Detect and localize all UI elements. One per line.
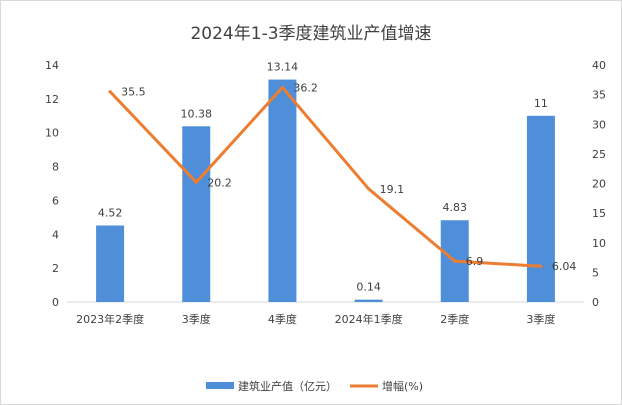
bar-data-label: 11 [534,97,548,110]
bar-data-label: 10.38 [181,107,213,120]
line-series [108,86,543,268]
line-data-label: 36.2 [293,82,318,95]
y-right-tick-label: 30 [592,118,606,131]
y-left-tick-label: 6 [52,194,59,207]
line-data-label: 19.1 [380,183,405,196]
legend-label-bar: 建筑业产值（亿元） [238,379,337,393]
chart-title: 2024年1-3季度建筑业产值增速 [190,24,431,44]
y-right-tick-label: 35 [592,89,606,102]
y-right-tick-label: 15 [592,207,606,220]
y-left-tick-label: 14 [45,59,59,72]
x-tick-label: 2024年1季度 [335,312,403,326]
axes: 0 2 4 6 8 10 12 14 0 5 10 15 20 25 30 35 40 2023年2季度 3季度 4季… [45,59,606,326]
line-path [108,86,543,268]
line-point [194,180,198,184]
x-tick-label: 2023年2季度 [76,312,144,326]
bar [268,79,297,303]
line-point [539,264,543,268]
y-left-tick-label: 4 [52,228,59,241]
y-right-tick-label: 0 [592,296,599,309]
line-point [367,187,371,191]
line-data-label: 20.2 [207,176,232,189]
y-right-tick-label: 40 [592,59,606,72]
line-point [108,90,112,94]
x-tick-label: 3季度 [526,312,555,326]
bar-series [96,79,555,303]
bar [354,299,383,302]
y-right-tick-label: 5 [592,266,599,279]
line-point [280,86,284,90]
bar-data-label: 13.14 [267,61,299,74]
y-left-tick-label: 8 [52,161,59,174]
legend-swatch-bar [206,382,234,389]
bar-data-label: 4.52 [98,206,123,219]
bar-data-label: 0.14 [356,281,381,294]
y-right-tick-label: 20 [592,178,606,191]
bar-data-label: 4.83 [443,201,468,214]
y-left-tick-label: 10 [45,127,59,140]
y-right-tick-label: 25 [592,148,606,161]
legend-label-line: 增幅(%) [382,379,423,393]
y-left-tick-label: 2 [52,262,59,275]
line-data-label: 35.5 [121,86,146,99]
line-data-label: 6.04 [552,260,577,273]
bar [96,225,125,302]
data-labels: 4.52 10.38 13.14 0.14 4.83 11 35.5 20.2 36.2 19.1… [98,61,577,294]
line-point [453,259,457,263]
x-tick-label: 2季度 [440,312,469,326]
y-left-tick-label: 12 [45,93,59,106]
legend: 建筑业产值（亿元） 增幅(%) [206,379,423,393]
bar [182,126,211,302]
x-tick-label: 4季度 [268,312,297,326]
y-left-tick-label: 0 [52,296,59,309]
x-tick-label: 3季度 [182,312,211,326]
line-data-label: 6.9 [466,255,484,268]
y-right-tick-label: 10 [592,237,606,250]
bar [526,115,555,303]
